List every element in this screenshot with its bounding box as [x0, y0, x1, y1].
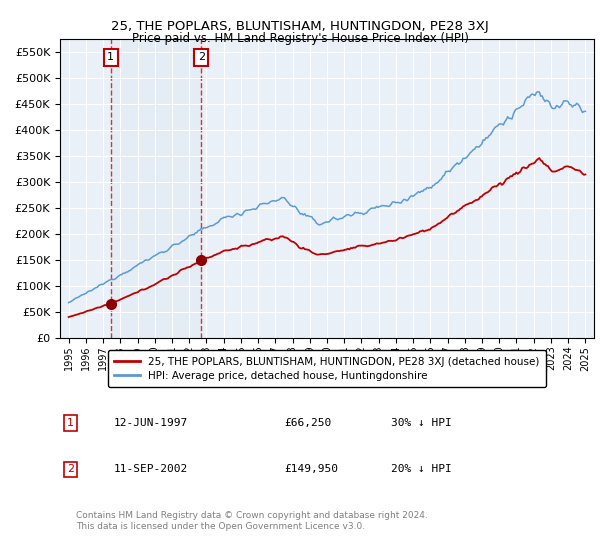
- Text: £66,250: £66,250: [284, 418, 332, 428]
- Text: 12-JUN-1997: 12-JUN-1997: [113, 418, 188, 428]
- Text: Price paid vs. HM Land Registry's House Price Index (HPI): Price paid vs. HM Land Registry's House …: [131, 32, 469, 45]
- Text: 20% ↓ HPI: 20% ↓ HPI: [391, 464, 452, 474]
- Text: 30% ↓ HPI: 30% ↓ HPI: [391, 418, 452, 428]
- Text: 1: 1: [67, 418, 74, 428]
- Text: £149,950: £149,950: [284, 464, 338, 474]
- Text: 2: 2: [197, 53, 205, 62]
- Legend: 25, THE POPLARS, BLUNTISHAM, HUNTINGDON, PE28 3XJ (detached house), HPI: Average: 25, THE POPLARS, BLUNTISHAM, HUNTINGDON,…: [108, 351, 546, 388]
- Text: 11-SEP-2002: 11-SEP-2002: [113, 464, 188, 474]
- Text: Contains HM Land Registry data © Crown copyright and database right 2024.
This d: Contains HM Land Registry data © Crown c…: [76, 511, 428, 530]
- Bar: [111, 39, 201, 338]
- Text: 2: 2: [67, 464, 74, 474]
- Text: 25, THE POPLARS, BLUNTISHAM, HUNTINGDON, PE28 3XJ: 25, THE POPLARS, BLUNTISHAM, HUNTINGDON,…: [111, 20, 489, 32]
- Text: 1: 1: [107, 53, 115, 62]
